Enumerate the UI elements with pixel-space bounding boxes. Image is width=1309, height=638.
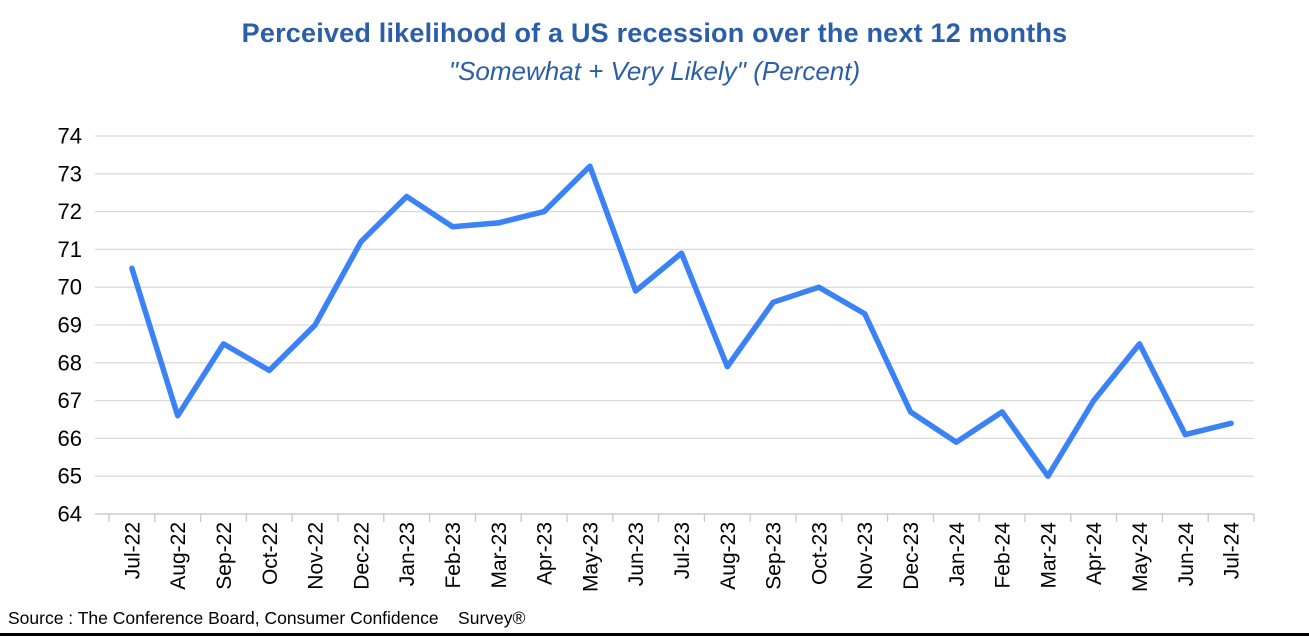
x-axis-label: Feb-24 (992, 522, 1015, 589)
x-axis-label: Jun-24 (1175, 522, 1198, 587)
x-axis-label: Aug-22 (167, 522, 190, 590)
recession-likelihood-line-chart: 64 65 66 67 68 69 70 71 72 73 74 Jul-22 Aug-22 Sep-22… (58, 124, 1255, 592)
bottom-divider (0, 633, 1309, 636)
y-axis-label: 65 (58, 464, 82, 489)
x-axis-label: Jan-23 (396, 522, 419, 586)
x-axis-label: May-24 (1129, 522, 1152, 592)
x-axis-label: Sep-22 (213, 522, 236, 590)
x-axis-label: Dec-22 (350, 522, 373, 590)
y-axis-label: 66 (58, 426, 82, 451)
y-axis-label: 64 (58, 502, 82, 527)
x-axis-label: Jul-24 (1221, 522, 1244, 580)
x-axis-label: Aug-23 (717, 522, 740, 590)
x-axis-label: Feb-23 (442, 522, 465, 589)
y-axis-label: 74 (58, 124, 82, 149)
x-axis-label: May-23 (579, 522, 602, 592)
x-axis-label: Jan-24 (946, 522, 969, 587)
x-axis-label: Jun-23 (625, 522, 648, 586)
x-axis-label: Jul-22 (121, 522, 144, 579)
x-axis-label: Sep-23 (763, 522, 786, 590)
x-axis-label: Nov-22 (305, 522, 328, 590)
chart-subtitle: "Somewhat + Very Likely" (Percent) (448, 56, 861, 86)
y-axis-label: 67 (58, 388, 82, 413)
y-axis-label: 72 (58, 199, 82, 224)
y-axis-label: 70 (58, 275, 82, 300)
x-axis-label: Oct-23 (808, 522, 831, 585)
x-axis-label: Mar-23 (488, 522, 511, 589)
x-axis-label: Mar-24 (1037, 522, 1060, 589)
y-axis-label: 68 (58, 350, 82, 375)
x-axis-label: Jul-23 (671, 522, 694, 579)
x-axis-label: Nov-23 (854, 522, 877, 590)
y-axis-label: 71 (58, 237, 82, 262)
x-axis-label: Apr-23 (534, 522, 557, 585)
x-axis-label: Apr-24 (1083, 522, 1106, 585)
x-axis-label: Dec-23 (900, 522, 923, 590)
y-axis-label: 73 (58, 161, 82, 186)
y-axis-label: 69 (58, 313, 82, 338)
series-line (129, 163, 1234, 479)
chart-title: Perceived likelihood of a US recession o… (241, 18, 1068, 48)
source-note: Source : The Conference Board, Consumer … (8, 608, 526, 628)
x-axis-label: Oct-22 (259, 522, 282, 585)
